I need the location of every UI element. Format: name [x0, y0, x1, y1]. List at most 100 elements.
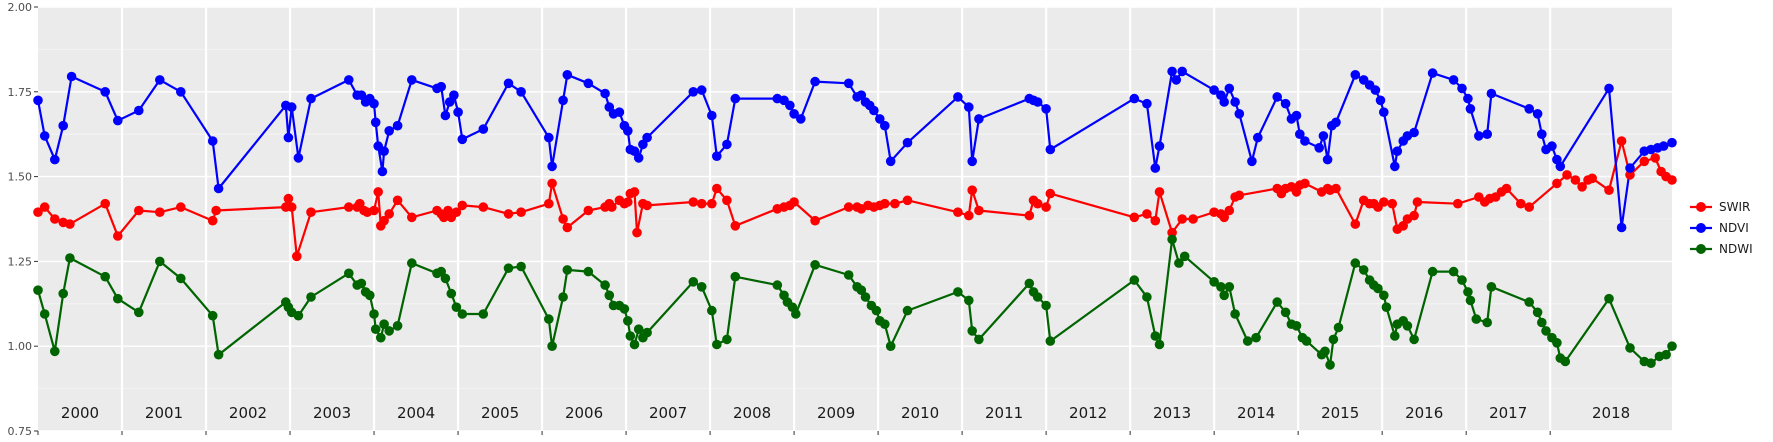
ndwi-data-point	[1373, 283, 1383, 294]
ndwi-data-point	[1537, 317, 1547, 328]
ndvi-data-point	[306, 93, 316, 104]
ndwi-data-point	[440, 273, 451, 284]
swir-data-point	[1552, 178, 1562, 189]
swir-data-point	[1350, 219, 1361, 229]
ndwi-data-point	[1552, 338, 1562, 348]
ndvi-data-point	[953, 92, 963, 102]
ndwi-data-point	[1379, 290, 1389, 301]
swir-data-point	[890, 198, 900, 209]
year-label: 2000	[61, 404, 99, 422]
ndwi-data-point	[1402, 321, 1413, 331]
swir-data-point	[1041, 202, 1051, 212]
year-label: 2002	[229, 404, 267, 422]
ndwi-data-point	[1301, 336, 1312, 346]
swir-data-point	[1129, 212, 1140, 223]
ndwi-data-point	[1532, 307, 1543, 318]
ndvi-data-point	[453, 107, 463, 117]
year-label: 2005	[481, 404, 519, 422]
ndvi-data-point	[1041, 104, 1051, 114]
swir-data-point	[902, 195, 913, 206]
year-label: 2009	[817, 404, 855, 422]
ndwi-data-point	[1390, 331, 1400, 341]
year-label: 2014	[1237, 404, 1275, 422]
ndvi-data-point	[213, 183, 224, 194]
ndwi-data-point	[583, 266, 594, 277]
ndvi-data-point	[66, 71, 77, 82]
year-label: 2006	[565, 404, 603, 422]
ndwi-data-point	[964, 295, 974, 306]
year-label: 2012	[1069, 404, 1107, 422]
swir-data-point	[207, 215, 218, 226]
year-label: 2015	[1321, 404, 1359, 422]
swir-data-point	[707, 198, 717, 209]
ndvi-data-point	[1465, 104, 1476, 114]
ndvi-data-point	[207, 136, 218, 146]
ndwi-data-point	[562, 265, 573, 275]
ndwi-data-point	[407, 258, 417, 268]
ndvi-data-point	[1616, 222, 1627, 233]
ndvi-data-point	[1280, 98, 1291, 109]
swir-data-point	[1150, 215, 1161, 226]
ndwi-data-point	[1625, 343, 1635, 353]
ndwi-data-point	[1646, 358, 1656, 369]
ndwi-data-point	[1242, 336, 1253, 346]
ndvi-data-point	[1209, 85, 1219, 95]
ndvi-data-point	[1142, 98, 1152, 109]
ndvi-data-point	[1171, 75, 1182, 85]
ndvi-data-point	[1129, 93, 1140, 104]
ndvi-data-point	[1230, 97, 1240, 107]
year-label: 2010	[901, 404, 939, 422]
ndvi-data-point	[974, 114, 984, 124]
swir-data-point	[1501, 183, 1512, 194]
ndwi-data-point	[885, 341, 896, 352]
swir-data-point	[964, 210, 974, 221]
swir-data-point	[1453, 198, 1463, 209]
ndvi-data-point	[789, 109, 799, 119]
ndwi-data-point	[451, 302, 462, 313]
swir-data-point	[373, 187, 384, 197]
ndvi-data-point	[176, 87, 186, 97]
ndwi-data-point	[1328, 334, 1339, 345]
year-label: 2017	[1489, 404, 1527, 422]
swir-data-point	[33, 207, 43, 217]
ndwi-data-point	[1471, 314, 1482, 324]
ndwi-data-point	[446, 288, 457, 299]
ndwi-data-point	[1142, 292, 1152, 302]
y-tick-label: 1.75	[8, 86, 33, 99]
ndvi-data-point	[344, 75, 354, 85]
swir-data-point	[629, 187, 640, 197]
ndwi-data-point	[974, 334, 984, 345]
ndvi-data-point	[440, 110, 451, 121]
swir-data-point	[100, 198, 110, 209]
ndvi-data-point	[1427, 68, 1438, 78]
ndwi-data-point	[1272, 297, 1282, 307]
ndwi-data-point	[155, 256, 165, 267]
ndvi-data-point	[1547, 141, 1557, 151]
ndwi-data-point	[810, 260, 820, 270]
swir-data-point	[642, 200, 652, 211]
ndwi-data-point	[1174, 258, 1184, 268]
swir-data-point	[1154, 187, 1165, 197]
ndvi-data-point	[1224, 83, 1235, 94]
ndvi-data-point	[369, 98, 379, 109]
ndwi-data-point	[100, 271, 110, 282]
swir-data-point	[39, 202, 50, 212]
swir-data-point	[384, 209, 395, 219]
ndwi-data-point	[1482, 317, 1492, 328]
ndvi-data-point	[33, 95, 43, 106]
ndwi-data-point	[1209, 277, 1219, 287]
swir-data-point	[1379, 197, 1389, 207]
ndvi-data-point	[696, 85, 707, 95]
ndvi-data-point	[436, 81, 447, 92]
swir-data-point	[789, 197, 799, 207]
ndvi-data-point	[1370, 85, 1381, 95]
swir-data-point	[547, 178, 557, 189]
ndwi-data-point	[370, 324, 381, 335]
swir-data-point	[1667, 175, 1677, 185]
year-label: 2004	[397, 404, 435, 422]
ndvi-data-point	[902, 137, 913, 148]
swir-data-point	[1177, 214, 1187, 224]
ndwi-data-point	[365, 290, 375, 301]
ndvi-data-point	[1318, 131, 1329, 141]
ndvi-data-point	[449, 90, 459, 100]
